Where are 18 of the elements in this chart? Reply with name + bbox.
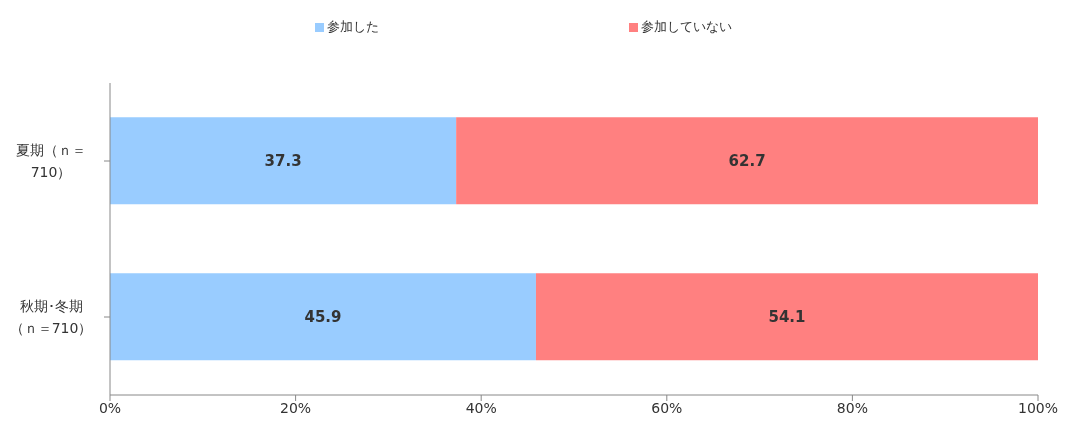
y-tick-label: 秋期･冬期（ｎ＝710） <box>9 297 93 338</box>
y-tick-label: 夏期（ｎ＝710） <box>15 141 87 182</box>
bar <box>535 273 1038 361</box>
bar <box>110 117 457 205</box>
legend-label: 参加した <box>325 18 379 36</box>
x-tick-label: 0% <box>98 399 122 416</box>
x-tick-label: 40% <box>465 399 497 416</box>
x-tick-label: 100% <box>1017 399 1059 416</box>
data-label: 54.1 <box>768 308 806 327</box>
data-label: 37.3 <box>264 152 302 171</box>
bar <box>456 117 1038 205</box>
x-tick-label: 80% <box>836 399 868 416</box>
data-label: 62.7 <box>728 152 766 171</box>
data-label: 45.9 <box>304 308 342 327</box>
x-tick-label: 20% <box>280 399 312 416</box>
x-tick-label: 60% <box>651 399 683 416</box>
legend-label: 参加していない <box>639 18 732 36</box>
bar <box>110 273 536 361</box>
